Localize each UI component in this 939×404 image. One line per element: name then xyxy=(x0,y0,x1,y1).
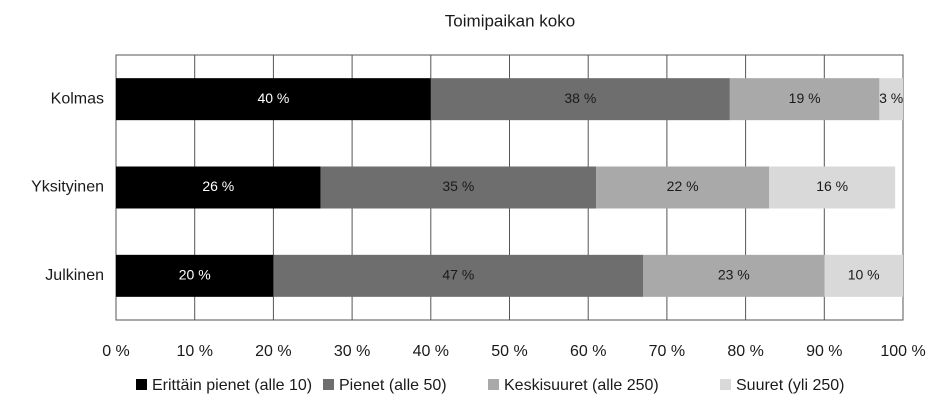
bar-segment xyxy=(769,166,896,209)
bar-segment xyxy=(879,78,903,121)
legend-label: Erittäin pienet (alle 10) xyxy=(152,377,312,394)
x-tick-label: 10 % xyxy=(176,343,212,360)
x-tick-label: 30 % xyxy=(334,343,370,360)
legend-label: Pienet (alle 50) xyxy=(339,377,447,394)
data-label: 19 % xyxy=(789,90,821,106)
data-label: 47 % xyxy=(442,267,474,283)
bar-segment xyxy=(116,166,321,209)
bar-segment xyxy=(116,254,274,297)
data-label: 20 % xyxy=(179,267,211,283)
bar-segment xyxy=(320,166,597,209)
data-label: 10 % xyxy=(848,267,880,283)
legend-swatch xyxy=(323,379,334,390)
legend-label: Suuret (yli 250) xyxy=(736,377,845,394)
x-tick-label: 100 % xyxy=(880,343,925,360)
x-tick-label: 20 % xyxy=(255,343,291,360)
bar-segment xyxy=(824,254,903,297)
legend-swatch xyxy=(136,379,147,390)
bar-segment xyxy=(596,166,770,209)
x-tick-label: 0 % xyxy=(102,343,130,360)
data-label: 22 % xyxy=(667,178,699,194)
legend-label: Keskisuuret (alle 250) xyxy=(504,377,659,394)
x-tick-label: 40 % xyxy=(413,343,449,360)
y-tick-label: Julkinen xyxy=(45,267,104,284)
data-label: 16 % xyxy=(816,178,848,194)
x-tick-label: 80 % xyxy=(727,343,763,360)
bar-segment xyxy=(273,254,644,297)
data-label: 3 % xyxy=(879,90,903,106)
data-label: 38 % xyxy=(564,90,596,106)
data-label: 26 % xyxy=(202,178,234,194)
y-tick-label: Kolmas xyxy=(51,90,104,107)
chart-title: Toimipaikan koko xyxy=(445,11,575,30)
legend-swatch xyxy=(488,379,499,390)
x-tick-label: 90 % xyxy=(806,343,842,360)
x-tick-label: 70 % xyxy=(649,343,685,360)
x-tick-label: 60 % xyxy=(570,343,606,360)
data-label: 40 % xyxy=(257,90,289,106)
bar-segment xyxy=(116,78,431,121)
data-label: 35 % xyxy=(442,178,474,194)
bar-segment xyxy=(643,254,825,297)
bar-segment xyxy=(430,78,730,121)
y-tick-label: Yksityinen xyxy=(31,179,104,196)
x-tick-label: 50 % xyxy=(491,343,527,360)
legend-swatch xyxy=(720,379,731,390)
data-label: 23 % xyxy=(718,267,750,283)
bar-segment xyxy=(729,78,880,121)
